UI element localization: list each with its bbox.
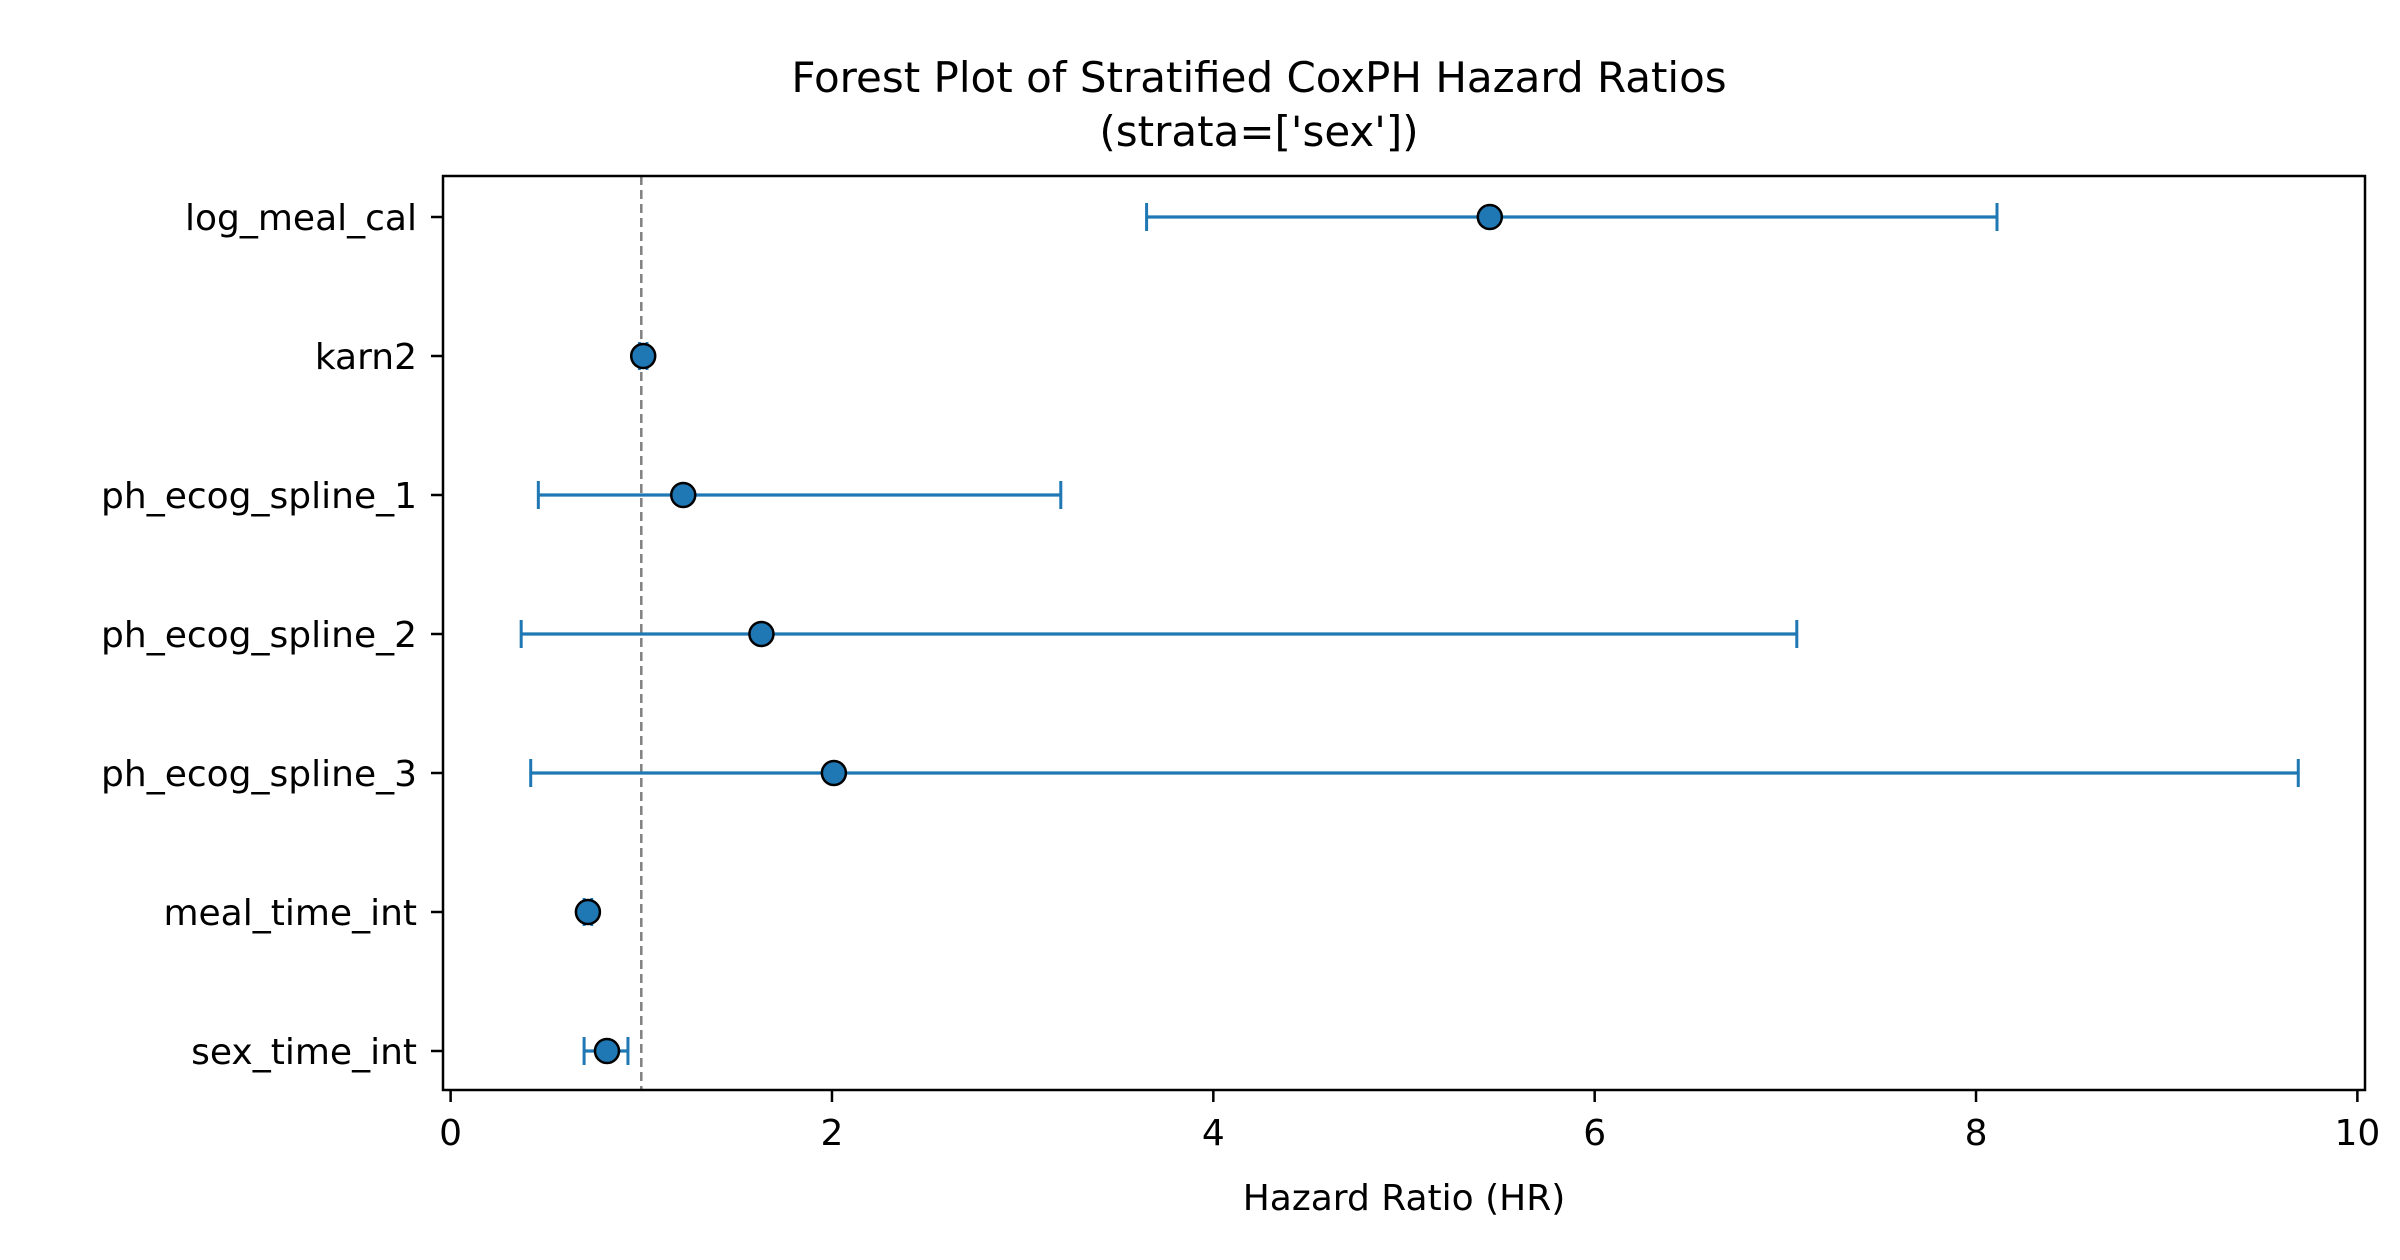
x-axis-label: Hazard Ratio (HR) (1243, 1178, 1566, 1219)
x-tick-label: 4 (1202, 1113, 1225, 1154)
hr-point (593, 1037, 621, 1065)
hr-point (748, 620, 775, 648)
y-tick-label: karn2 (315, 337, 417, 378)
y-tick-label: log_meal_cal (185, 198, 417, 239)
hr-point (670, 481, 697, 509)
hr-point (629, 342, 657, 370)
y-tick-label: ph_ecog_spline_1 (101, 476, 417, 517)
x-tick-label: 10 (2334, 1113, 2380, 1154)
y-tick-label: ph_ecog_spline_3 (101, 754, 417, 795)
hr-point (574, 898, 602, 926)
y-tick-label: meal_time_int (163, 893, 417, 934)
x-tick-label: 6 (1583, 1113, 1606, 1154)
hr-point (820, 759, 848, 787)
y-tick-label: ph_ecog_spline_2 (101, 615, 417, 656)
plot-area (519, 176, 2300, 1090)
chart-title: Forest Plot of Stratified CoxPH Hazard R… (791, 53, 1726, 102)
x-tick-label: 2 (821, 1113, 844, 1154)
x-tick-label: 8 (1965, 1113, 1988, 1154)
x-tick-label: 0 (439, 1113, 462, 1154)
hr-point (1476, 203, 1504, 231)
y-tick-label: sex_time_int (191, 1032, 417, 1073)
chart-subtitle: (strata=['sex']) (1099, 107, 1418, 156)
